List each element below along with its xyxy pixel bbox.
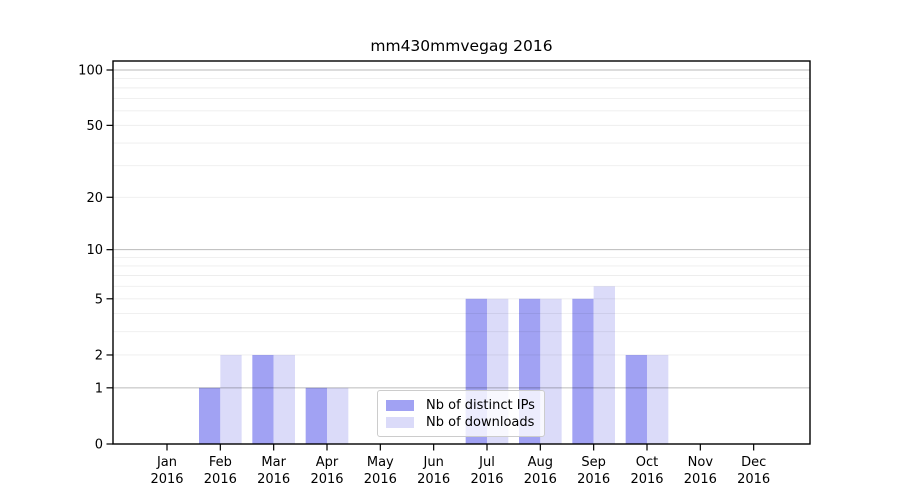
bar-oct-series1 bbox=[647, 354, 669, 444]
x-tick-label-year: 2016 bbox=[684, 472, 717, 487]
x-tick-label-year: 2016 bbox=[417, 472, 450, 487]
x-tick-label-month: Feb bbox=[209, 455, 232, 470]
y-tick-label: 10 bbox=[86, 243, 103, 258]
x-tick-label-year: 2016 bbox=[470, 472, 503, 487]
bar-sep-series0 bbox=[572, 298, 594, 444]
axes-frame bbox=[112, 60, 811, 445]
x-tick-label-year: 2016 bbox=[257, 472, 290, 487]
bar-mar-series1 bbox=[273, 354, 295, 444]
x-tick-label-year: 2016 bbox=[524, 472, 557, 487]
x-tick-label-month: Jun bbox=[423, 455, 444, 470]
y-tick-label: 0 bbox=[95, 438, 103, 453]
x-tick-label-month: Aug bbox=[528, 455, 553, 470]
x-tick-label-year: 2016 bbox=[204, 472, 237, 487]
bar-apr-series0 bbox=[305, 387, 327, 444]
legend-label-distinct-ips: Nb of distinct IPs bbox=[426, 398, 535, 413]
x-tick-label-year: 2016 bbox=[577, 472, 610, 487]
x-tick-label-year: 2016 bbox=[364, 472, 397, 487]
bar-feb-series1 bbox=[220, 354, 242, 444]
legend-label-downloads: Nb of downloads bbox=[426, 415, 535, 430]
bar-feb-series0 bbox=[199, 387, 221, 444]
x-tick-label-year: 2016 bbox=[150, 472, 183, 487]
bar-oct-series0 bbox=[625, 354, 647, 444]
x-tick-label-month: Dec bbox=[741, 455, 766, 470]
legend: Nb of distinct IPs Nb of downloads bbox=[377, 390, 545, 437]
x-tick-label-year: 2016 bbox=[310, 472, 343, 487]
y-tick-label: 1 bbox=[95, 381, 103, 396]
legend-item-downloads: Nb of downloads bbox=[386, 414, 544, 431]
x-tick-label-year: 2016 bbox=[630, 472, 663, 487]
bar-apr-series1 bbox=[327, 387, 349, 444]
legend-swatch-downloads-icon bbox=[386, 417, 414, 428]
x-tick-label-month: May bbox=[367, 455, 394, 470]
y-tick-label: 20 bbox=[86, 191, 103, 206]
y-tick-label: 50 bbox=[86, 119, 103, 134]
legend-swatch-distinct-ips-icon bbox=[386, 400, 414, 411]
y-tick-label: 5 bbox=[95, 292, 103, 307]
bar-sep-series1 bbox=[593, 286, 615, 444]
y-tick-label: 2 bbox=[95, 348, 103, 363]
x-tick-label-month: Sep bbox=[581, 455, 606, 470]
x-tick-label-month: Nov bbox=[688, 455, 714, 470]
x-tick-label-month: Apr bbox=[316, 455, 339, 470]
x-tick-label-month: Jul bbox=[478, 455, 495, 470]
legend-item-distinct-ips: Nb of distinct IPs bbox=[386, 397, 544, 414]
chart-title: mm430mmvegag 2016 bbox=[370, 37, 553, 55]
y-tick-label: 100 bbox=[78, 64, 103, 79]
x-tick-label-month: Oct bbox=[636, 455, 658, 470]
x-tick-label-year: 2016 bbox=[737, 472, 770, 487]
bar-aug-series1 bbox=[540, 298, 562, 444]
bar-mar-series0 bbox=[252, 354, 274, 444]
x-tick-label-month: Mar bbox=[261, 455, 286, 470]
x-tick-label-month: Jan bbox=[156, 455, 177, 470]
